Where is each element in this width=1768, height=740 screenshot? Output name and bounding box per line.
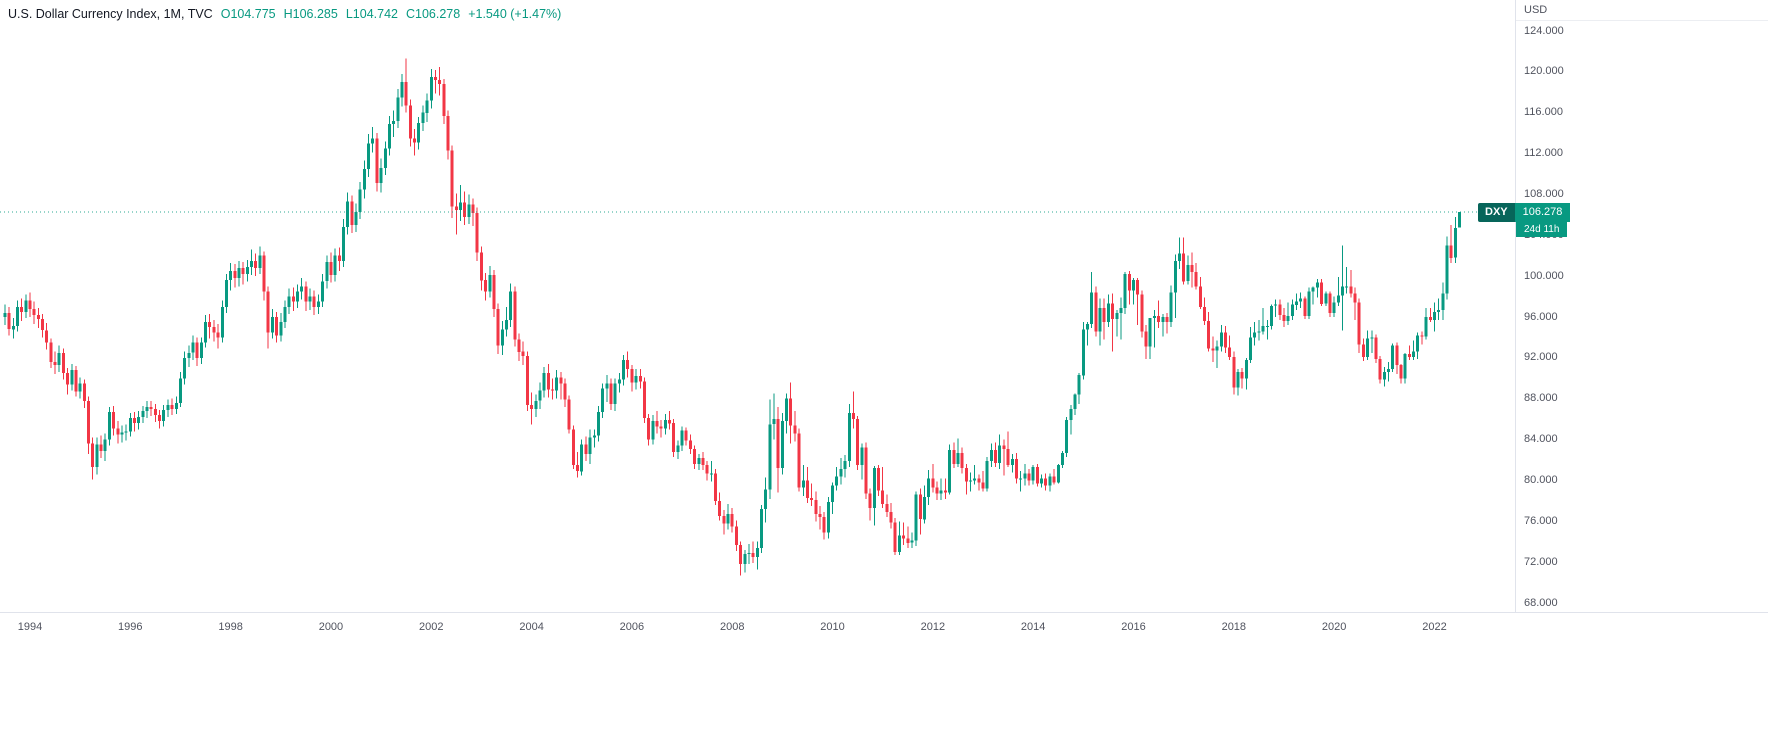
last-price-badge: DXY 106.278	[1478, 202, 1571, 222]
change-value: +1.540 (+1.47%)	[468, 7, 562, 21]
time-tick-label: 1996	[118, 621, 143, 633]
price-tick-label: 100.000	[1524, 269, 1564, 282]
time-tick-label: 2006	[619, 621, 645, 633]
time-axis[interactable]: 1994 1996 1998 2000 2002 2004 2006 2008 2010 2012…	[0, 612, 1768, 640]
time-tick-label: 2002	[419, 621, 444, 633]
open-value: 104.775	[230, 7, 276, 21]
time-tick-label: 2020	[1321, 621, 1347, 633]
close-value: 106.278	[415, 7, 461, 21]
candlestick-plot[interactable]	[0, 0, 1515, 612]
high-label: H	[283, 7, 293, 21]
price-tick-label: 96.000	[1524, 310, 1558, 323]
low-value: 104.742	[352, 7, 398, 21]
badge-price: 106.278	[1514, 202, 1571, 222]
price-tick-label: 72.000	[1524, 555, 1558, 568]
chart-pane[interactable]: U.S. Dollar Currency Index, 1M, TVC O104.…	[0, 0, 1515, 612]
price-axis[interactable]: USD 124.000 120.000 116.000 112.000 108.000 1…	[1515, 0, 1768, 612]
chart-legend: U.S. Dollar Currency Index, 1M, TVC O104.…	[8, 7, 561, 21]
price-tick-label: 116.000	[1524, 106, 1563, 119]
time-tick-label: 2016	[1121, 621, 1146, 633]
price-tick-label: 88.000	[1524, 392, 1558, 405]
price-tick-label: 124.000	[1524, 24, 1564, 37]
high-value: 106.285	[292, 7, 338, 21]
price-tick-label: 92.000	[1524, 351, 1558, 364]
open-label: O	[220, 7, 231, 21]
price-tick-label: 80.000	[1524, 473, 1558, 486]
currency-label: USD	[1524, 4, 1548, 16]
time-tick-label: 2022	[1422, 621, 1447, 633]
price-tick-label: 108.000	[1524, 187, 1564, 200]
price-tick-label: 120.000	[1524, 65, 1564, 78]
time-tick-label: 1994	[17, 621, 43, 633]
symbol-title[interactable]: U.S. Dollar Currency Index, 1M, TVC	[8, 7, 213, 21]
time-tick-label: 2008	[719, 621, 745, 633]
close-label: C	[405, 7, 416, 21]
time-tick-label: 2010	[820, 621, 845, 633]
bar-countdown: 24d 11h	[1516, 221, 1568, 237]
time-tick-label: 1998	[218, 621, 243, 633]
price-tick-label: 68.000	[1524, 596, 1558, 609]
time-tick-label: 2014	[1020, 621, 1046, 633]
time-tick-label: 2004	[519, 621, 544, 633]
time-tick-label: 2018	[1221, 621, 1247, 633]
price-tick-label: 76.000	[1524, 514, 1558, 527]
currency-header: USD	[1516, 0, 1768, 21]
price-tick-label: 112.000	[1524, 147, 1563, 160]
time-tick-label: 2000	[318, 621, 344, 633]
low-label: L	[345, 7, 353, 21]
badge-symbol: DXY	[1478, 202, 1515, 222]
time-tick-label: 2012	[920, 621, 946, 633]
price-tick-label: 84.000	[1524, 433, 1558, 446]
